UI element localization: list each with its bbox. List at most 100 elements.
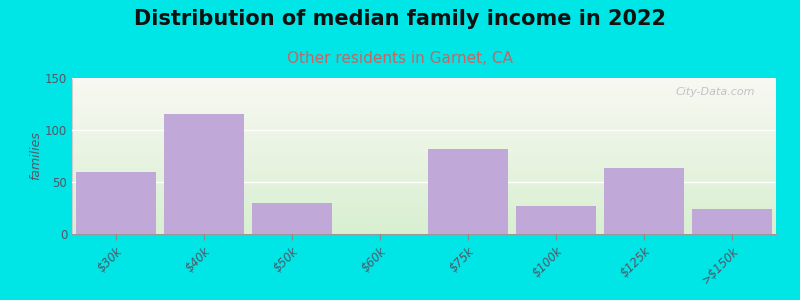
Bar xyxy=(72,157,776,159)
Bar xyxy=(72,207,776,208)
Bar xyxy=(72,142,776,143)
Bar xyxy=(72,129,776,130)
Bar xyxy=(72,104,776,105)
Bar xyxy=(72,178,776,179)
Bar xyxy=(72,136,776,138)
Bar xyxy=(72,120,776,121)
Bar xyxy=(72,131,776,133)
Bar xyxy=(72,148,776,149)
Bar xyxy=(72,191,776,192)
Bar xyxy=(72,138,776,139)
Bar xyxy=(72,147,776,148)
Bar xyxy=(72,85,776,86)
Bar xyxy=(72,153,776,155)
Bar xyxy=(72,172,776,173)
Bar xyxy=(72,100,776,101)
Bar xyxy=(515,206,597,234)
Bar xyxy=(72,98,776,99)
Bar xyxy=(72,83,776,85)
Bar xyxy=(72,116,776,117)
Bar xyxy=(72,233,776,234)
Bar xyxy=(72,108,776,109)
Bar xyxy=(72,121,776,122)
Bar xyxy=(72,122,776,124)
Bar xyxy=(72,230,776,231)
Bar xyxy=(72,118,776,120)
Bar xyxy=(72,195,776,196)
Bar xyxy=(72,164,776,165)
Bar xyxy=(72,218,776,220)
Bar xyxy=(72,176,776,177)
Bar xyxy=(72,160,776,161)
Bar xyxy=(72,213,776,214)
Bar xyxy=(72,128,776,129)
Bar xyxy=(72,152,776,153)
Bar xyxy=(72,200,776,202)
Bar xyxy=(72,196,776,198)
Bar xyxy=(72,99,776,100)
Bar xyxy=(72,183,776,184)
Bar xyxy=(72,198,776,199)
Bar xyxy=(72,222,776,224)
Bar xyxy=(72,182,776,183)
Bar xyxy=(72,181,776,182)
Bar xyxy=(72,165,776,166)
Bar xyxy=(72,155,776,156)
Bar xyxy=(72,163,776,164)
Bar xyxy=(72,125,776,126)
Bar xyxy=(72,203,776,204)
Text: City-Data.com: City-Data.com xyxy=(675,87,755,98)
Bar xyxy=(72,194,776,195)
Bar xyxy=(72,112,776,113)
Bar xyxy=(72,126,776,128)
Bar xyxy=(72,188,776,190)
Bar xyxy=(72,117,776,118)
Bar xyxy=(72,224,776,225)
Bar xyxy=(72,156,776,157)
Bar xyxy=(75,172,157,234)
Bar xyxy=(691,209,773,234)
Bar xyxy=(72,177,776,178)
Bar xyxy=(72,139,776,140)
Bar xyxy=(72,161,776,163)
Bar xyxy=(72,133,776,134)
Bar xyxy=(72,170,776,172)
Bar xyxy=(72,146,776,147)
Bar xyxy=(72,209,776,211)
Bar xyxy=(72,90,776,91)
Bar xyxy=(72,184,776,186)
Bar xyxy=(72,114,776,116)
Bar xyxy=(72,187,776,188)
Bar xyxy=(72,86,776,87)
Bar xyxy=(72,130,776,131)
Bar xyxy=(72,169,776,170)
Bar xyxy=(72,94,776,95)
Bar xyxy=(72,168,776,169)
Bar xyxy=(72,92,776,94)
Text: Other residents in Garnet, CA: Other residents in Garnet, CA xyxy=(287,51,513,66)
Bar xyxy=(72,212,776,213)
Bar xyxy=(72,190,776,191)
Y-axis label: families: families xyxy=(29,132,42,180)
Bar xyxy=(72,81,776,82)
Bar xyxy=(72,109,776,110)
Bar xyxy=(72,167,776,168)
Bar xyxy=(163,114,245,234)
Bar xyxy=(72,211,776,212)
Bar xyxy=(603,169,685,234)
Bar xyxy=(72,151,776,152)
Bar xyxy=(72,103,776,104)
Bar xyxy=(72,79,776,81)
Bar xyxy=(72,179,776,181)
Bar xyxy=(72,143,776,144)
Bar xyxy=(72,174,776,175)
Bar xyxy=(72,231,776,233)
Bar xyxy=(72,220,776,221)
Bar xyxy=(72,217,776,218)
Bar xyxy=(427,149,509,234)
Bar xyxy=(251,203,333,234)
Bar xyxy=(72,101,776,103)
Bar xyxy=(72,221,776,222)
Bar xyxy=(72,135,776,136)
Bar xyxy=(72,192,776,194)
